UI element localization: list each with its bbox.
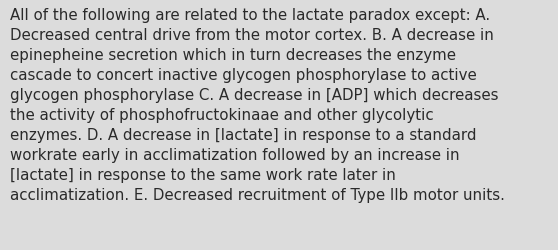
Text: All of the following are related to the lactate paradox except: A.
Decreased cen: All of the following are related to the … [10, 8, 505, 202]
